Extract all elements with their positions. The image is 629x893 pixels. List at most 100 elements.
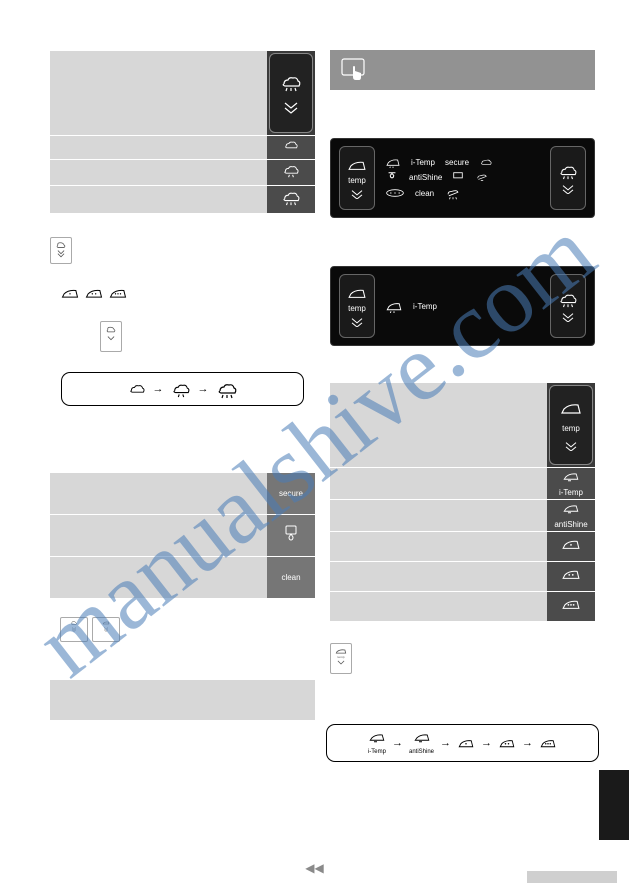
control-panel-display-2: temp i-Temp xyxy=(330,266,595,346)
side-tab xyxy=(599,770,629,840)
drop-button[interactable] xyxy=(267,515,315,557)
drip-icon xyxy=(284,524,298,546)
left-column: → → secure clean xyxy=(50,50,315,720)
chevron-down-icon xyxy=(282,100,300,114)
iron-icon xyxy=(559,400,583,416)
table-row xyxy=(330,468,547,500)
steam-button-big xyxy=(269,53,313,133)
steam-icon xyxy=(479,156,493,168)
iron-steam-icon xyxy=(413,732,431,744)
iron-1dot-icon xyxy=(60,286,80,300)
steam-med-icon xyxy=(170,380,192,398)
iron-1dot-icon xyxy=(457,737,475,749)
temp-big-button[interactable]: temp xyxy=(547,383,595,468)
icon-legend-2 xyxy=(100,316,315,356)
steam-small-icon xyxy=(127,381,147,397)
iron-steam-icon xyxy=(385,156,401,168)
table-row xyxy=(50,515,267,557)
panel-center: i-Temp xyxy=(375,299,550,313)
steam-button[interactable] xyxy=(550,274,586,338)
footer-marker xyxy=(527,871,617,883)
iron-steam-icon xyxy=(385,299,403,313)
itemp-label: i-Temp xyxy=(413,302,437,311)
drip-stop-icon xyxy=(385,171,399,183)
arrow-icon: → xyxy=(522,737,533,749)
temp-box-small: temp xyxy=(330,643,352,674)
steam-cloud-icon xyxy=(557,162,579,180)
right-column: temp i-Tempsecure antiShine clean temp i… xyxy=(330,50,595,774)
temperature-table: temp i-Temp antiShine xyxy=(330,382,595,622)
iron-1-button[interactable] xyxy=(547,532,595,562)
control-panel-display: temp i-Tempsecure antiShine clean xyxy=(330,138,595,218)
steam-button[interactable] xyxy=(550,146,586,210)
steam-low-button[interactable] xyxy=(267,136,315,160)
antishine-label: antiShine xyxy=(409,173,442,182)
iron-2dot-icon xyxy=(84,286,104,300)
steam-high-button[interactable] xyxy=(267,186,315,214)
chevron-down-icon xyxy=(349,317,365,327)
iron-2-button[interactable] xyxy=(547,562,595,592)
iron-3dot-icon xyxy=(108,286,128,300)
iron-2dot-icon xyxy=(560,567,582,581)
chevron-down-icon xyxy=(560,184,576,194)
antishine-flow-label: antiShine xyxy=(409,749,434,755)
shot-of-steam-button[interactable] xyxy=(267,51,315,136)
table-row xyxy=(330,592,547,622)
temp-label: temp xyxy=(348,176,366,185)
drop-icon xyxy=(452,171,464,183)
arrow-icon: → xyxy=(392,737,403,749)
svg-text:temp: temp xyxy=(338,654,345,658)
page-nav-icon: ◀◀ xyxy=(305,861,323,875)
clean-label: clean xyxy=(415,189,434,198)
temp-button[interactable]: temp xyxy=(339,274,375,338)
antishine-button[interactable]: antiShine xyxy=(547,500,595,532)
secure-button[interactable]: secure xyxy=(267,473,315,515)
table-row xyxy=(330,383,547,468)
icon-legend-1 xyxy=(50,230,315,270)
function-table: secure clean xyxy=(50,472,315,599)
icon-legend-4: temp xyxy=(330,638,595,678)
touch-icon xyxy=(340,57,366,83)
table-row xyxy=(50,557,267,599)
soleplate-icon xyxy=(385,188,405,198)
steam-cloud-icon xyxy=(557,290,579,308)
secure-label: secure xyxy=(445,158,469,167)
table-row xyxy=(50,473,267,515)
iron-steam-icon xyxy=(561,471,581,483)
arrow-icon: → xyxy=(198,383,209,395)
table-row xyxy=(330,532,547,562)
iron-steam-icon xyxy=(368,732,386,744)
clean-button[interactable]: clean xyxy=(267,557,315,599)
chevron-down-icon xyxy=(560,312,576,322)
steam-med-icon xyxy=(474,171,490,183)
steam-med-icon xyxy=(281,162,301,178)
temp-box xyxy=(92,617,120,642)
temp-label: temp xyxy=(348,304,366,313)
steam-cloud-icon xyxy=(279,72,303,92)
temp-cycle-diagram: i-Temp → antiShine → → → xyxy=(335,724,590,762)
itemp-button[interactable]: i-Temp xyxy=(547,468,595,500)
steam-level-table xyxy=(50,50,315,214)
iron-3-button[interactable] xyxy=(547,592,595,622)
steam-cycle-diagram: → → xyxy=(70,372,295,406)
itemp-flow-label: i-Temp xyxy=(368,749,386,755)
steam-small-icon xyxy=(282,138,300,152)
icon-legend-3 xyxy=(60,617,315,642)
temp-label: temp xyxy=(562,424,580,433)
temp-button-big: temp xyxy=(549,385,593,465)
iron-3dot-icon xyxy=(539,737,557,749)
table-row xyxy=(330,500,547,532)
iron-2dot-icon xyxy=(498,737,516,749)
chevron-down-icon xyxy=(349,189,365,199)
section-header xyxy=(330,50,595,90)
steam-med-button[interactable] xyxy=(267,160,315,186)
temp-button[interactable]: temp xyxy=(339,146,375,210)
arrow-icon: → xyxy=(440,737,451,749)
chevron-down-icon xyxy=(563,441,579,451)
table-row xyxy=(50,51,267,136)
table-row xyxy=(330,562,547,592)
iron-steam-icon xyxy=(561,503,581,515)
grey-section-header xyxy=(50,680,315,720)
iron-icon xyxy=(346,158,368,172)
steam-high-icon xyxy=(444,186,462,200)
